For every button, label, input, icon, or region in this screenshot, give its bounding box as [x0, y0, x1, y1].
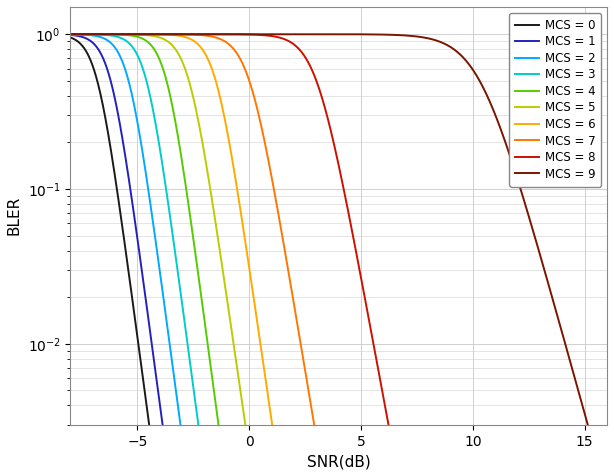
MCS = 0: [44, 31, 52, 37]
MCS = 8: [267, 33, 274, 39]
MCS = 2: [44, 31, 52, 37]
Line: MCS = 1: MCS = 1: [48, 34, 614, 476]
MCS = 7: [267, 171, 274, 177]
Line: MCS = 9: MCS = 9: [48, 34, 614, 476]
Line: MCS = 8: MCS = 8: [48, 34, 614, 476]
MCS = 9: [292, 31, 300, 37]
X-axis label: SNR(dB): SNR(dB): [307, 454, 371, 469]
MCS = 3: [111, 33, 118, 39]
MCS = 9: [44, 31, 52, 37]
MCS = 3: [44, 31, 52, 37]
MCS = 1: [111, 93, 118, 99]
Line: MCS = 3: MCS = 3: [48, 34, 614, 476]
MCS = 8: [44, 31, 52, 37]
MCS = 6: [111, 31, 118, 37]
Line: MCS = 7: MCS = 7: [48, 34, 614, 476]
Line: MCS = 2: MCS = 2: [48, 34, 614, 476]
Line: MCS = 6: MCS = 6: [48, 34, 614, 476]
MCS = 1: [44, 31, 52, 37]
MCS = 8: [145, 31, 152, 37]
MCS = 5: [111, 31, 118, 37]
MCS = 4: [145, 40, 152, 46]
MCS = 7: [145, 31, 152, 37]
Legend: MCS = 0, MCS = 1, MCS = 2, MCS = 3, MCS = 4, MCS = 5, MCS = 6, MCS = 7, MCS = 8,: MCS = 0, MCS = 1, MCS = 2, MCS = 3, MCS …: [509, 13, 601, 187]
MCS = 9: [267, 31, 274, 37]
MCS = 2: [145, 190, 152, 196]
MCS = 0: [145, 419, 152, 425]
MCS = 0: [111, 169, 118, 175]
MCS = 2: [111, 44, 118, 50]
MCS = 7: [44, 31, 52, 37]
MCS = 6: [44, 31, 52, 37]
MCS = 8: [292, 43, 300, 49]
MCS = 9: [552, 306, 559, 312]
MCS = 7: [292, 314, 300, 320]
MCS = 1: [145, 319, 152, 325]
MCS = 4: [111, 31, 118, 37]
MCS = 8: [111, 31, 118, 37]
Line: MCS = 5: MCS = 5: [48, 34, 614, 476]
MCS = 6: [145, 31, 152, 37]
MCS = 5: [145, 32, 152, 38]
Line: MCS = 4: MCS = 4: [48, 34, 614, 476]
MCS = 6: [267, 414, 274, 419]
MCS = 3: [145, 88, 152, 93]
MCS = 5: [44, 31, 52, 37]
MCS = 7: [111, 31, 118, 37]
MCS = 4: [44, 31, 52, 37]
MCS = 9: [111, 31, 118, 37]
Line: MCS = 0: MCS = 0: [48, 34, 614, 476]
MCS = 9: [145, 31, 152, 37]
Y-axis label: BLER: BLER: [7, 196, 22, 236]
